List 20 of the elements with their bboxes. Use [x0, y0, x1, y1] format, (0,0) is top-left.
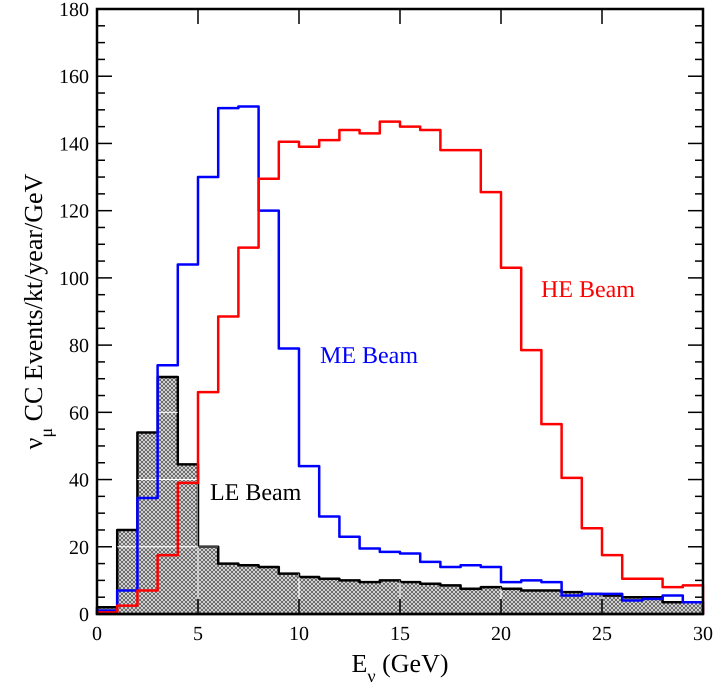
series-label: LE Beam: [210, 480, 302, 506]
x-tick-label: 25: [592, 623, 612, 645]
series-label: ME Beam: [320, 343, 418, 369]
y-tick-label: 80: [69, 335, 89, 358]
series-label: HE Beam: [541, 277, 636, 303]
x-tick-label: 15: [390, 623, 410, 645]
x-tick-label: 10: [289, 623, 309, 645]
y-tick-label: 60: [69, 402, 89, 424]
y-tick-label: 0: [79, 604, 89, 626]
y-tick-label: 20: [69, 536, 89, 559]
y-tick-label: 120: [59, 200, 89, 223]
x-tick-label: 20: [491, 623, 511, 645]
x-tick-label: 30: [693, 623, 713, 645]
x-axis-title: E$_{ν}$ (GeV): [351, 649, 449, 686]
x-tick-label: 5: [193, 623, 203, 645]
y-tick-label: 40: [69, 470, 89, 492]
y-tick-label: 140: [59, 133, 89, 156]
y-tick-label: 180: [59, 0, 89, 21]
y-tick-label: 100: [59, 268, 89, 290]
y-tick-label: 160: [59, 66, 89, 88]
